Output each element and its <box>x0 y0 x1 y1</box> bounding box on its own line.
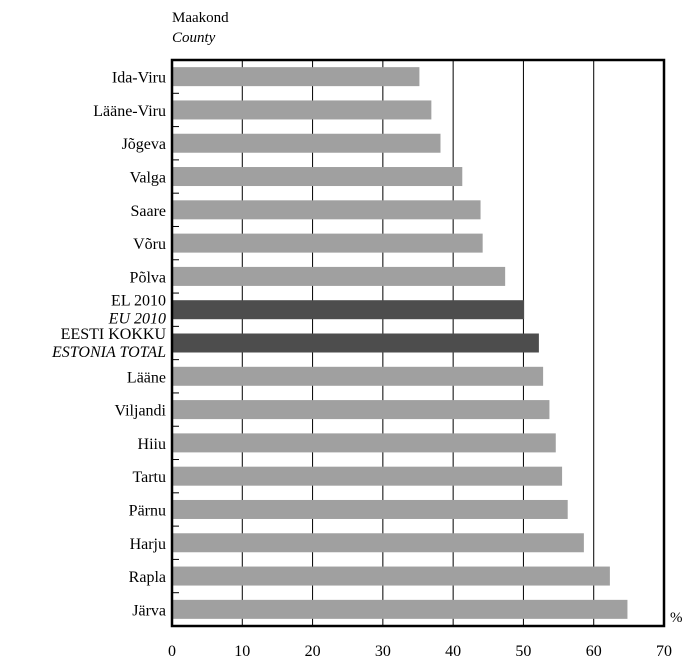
category-label: Ida-Viru <box>112 70 166 87</box>
bar <box>172 499 568 519</box>
category-label: EESTI KOKKU <box>61 326 167 343</box>
category-label: Jõgeva <box>122 136 166 153</box>
x-tick-label: 40 <box>445 643 461 660</box>
category-label-en: ESTONIA TOTAL <box>51 344 166 361</box>
bar <box>172 400 550 420</box>
category-label: Valga <box>130 170 166 187</box>
category-label: Viljandi <box>115 403 167 420</box>
x-tick-label: 60 <box>586 643 602 660</box>
bar <box>172 599 628 619</box>
x-tick-label: 30 <box>375 643 391 660</box>
axis-header: Maakond County <box>172 10 229 46</box>
category-label: Järva <box>132 602 166 619</box>
bar <box>172 67 420 87</box>
category-label: Lääne <box>127 369 166 386</box>
category-label: Hiiu <box>138 436 166 453</box>
category-label: Pärnu <box>129 502 166 519</box>
bar <box>172 133 441 153</box>
bar <box>172 533 584 553</box>
category-label: EL 2010 <box>111 293 166 310</box>
y-axis-header: Maakond <box>172 10 229 26</box>
category-label: Võru <box>133 236 166 253</box>
x-tick-labels: 0 10 20 30 40 50 60 70 <box>168 643 672 660</box>
bar <box>172 300 525 320</box>
bar <box>172 167 463 187</box>
category-label-en: EU 2010 <box>108 311 166 328</box>
category-label: Harju <box>130 536 166 553</box>
bar <box>172 466 563 486</box>
unit-label: % <box>670 610 683 626</box>
bar <box>172 333 539 353</box>
bar <box>172 100 432 120</box>
y-axis-header-en: County <box>172 30 216 46</box>
x-tick-label: 50 <box>515 643 531 660</box>
x-tick-label: 10 <box>234 643 250 660</box>
plot-frame <box>170 58 666 628</box>
category-labels: Ida-Viru Lääne-Viru Jõgeva Valga Saare Võru Põ… <box>51 70 167 620</box>
bar <box>172 433 556 453</box>
category-label: Tartu <box>132 469 166 486</box>
category-label: Lääne-Viru <box>93 103 166 120</box>
x-tick-label: 20 <box>305 643 321 660</box>
bar <box>172 566 610 586</box>
bar <box>172 200 481 220</box>
bars <box>172 67 628 619</box>
category-label: Rapla <box>129 569 166 586</box>
x-tick-label: 70 <box>656 643 672 660</box>
bar <box>172 366 544 386</box>
bar <box>172 233 483 253</box>
category-label: Põlva <box>130 269 166 286</box>
bar <box>172 266 506 286</box>
category-label: Saare <box>130 203 166 220</box>
x-tick-label: 0 <box>168 643 176 660</box>
